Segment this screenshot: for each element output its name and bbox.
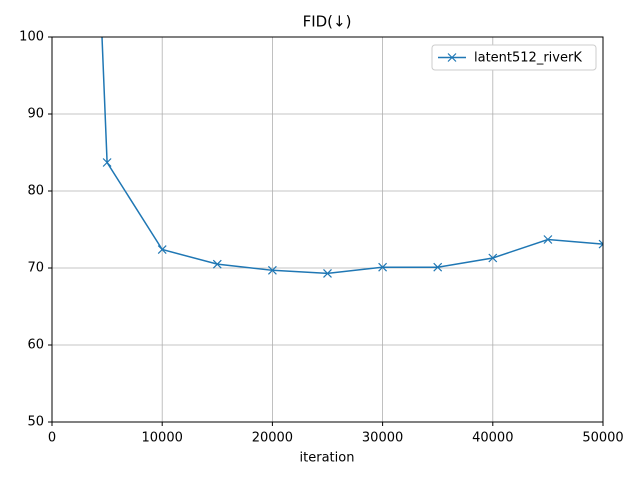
data-point xyxy=(433,262,443,272)
x-tick-label: 30000 xyxy=(362,431,403,446)
data-point xyxy=(378,262,388,272)
data-line xyxy=(101,37,603,275)
axes-frame xyxy=(51,36,604,423)
data-point xyxy=(598,239,603,249)
data-point xyxy=(102,158,112,167)
y-tick-label: 70 xyxy=(27,261,44,276)
legend-marker xyxy=(447,53,457,62)
data-point xyxy=(543,235,553,244)
x-tick-label: 40000 xyxy=(472,431,513,446)
data-point xyxy=(323,268,332,278)
data-point xyxy=(212,259,222,269)
legend-label: latent512_riverK xyxy=(474,51,582,66)
x-tick-label: 50000 xyxy=(582,431,623,446)
data-point xyxy=(157,245,167,254)
x-tick-label: 0 xyxy=(48,431,56,446)
legend-box xyxy=(431,44,597,71)
data-point xyxy=(488,253,498,263)
x-axis-label: iteration xyxy=(300,451,355,466)
data-point xyxy=(267,265,277,275)
chart-title: FID(↓) xyxy=(303,13,352,31)
y-tick-label: 90 xyxy=(27,107,44,122)
x-tick-label: 10000 xyxy=(142,431,183,446)
y-tick-label: 80 xyxy=(27,184,44,199)
plot-area xyxy=(101,37,603,278)
y-tick-label: 50 xyxy=(27,415,44,430)
x-tick-label: 20000 xyxy=(252,431,293,446)
y-tick-label: 60 xyxy=(27,338,44,353)
y-tick-label: 100 xyxy=(19,30,44,45)
